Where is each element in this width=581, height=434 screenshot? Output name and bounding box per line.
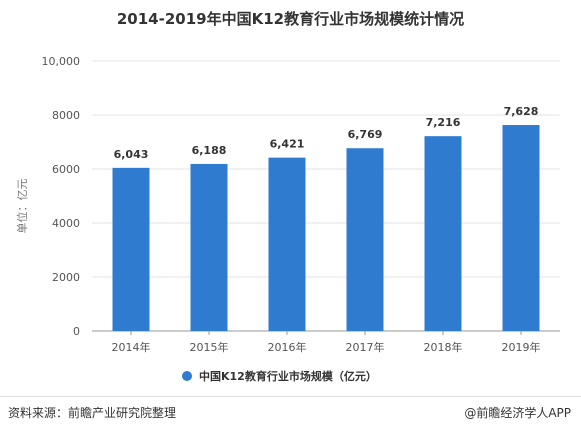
x-tick-label: 2016年	[268, 340, 307, 354]
chart-title: 2014-2019年中国K12教育行业市场规模统计情况	[116, 10, 465, 28]
y-tick-label: 2000	[52, 271, 80, 284]
y-tick-label: 6000	[52, 163, 80, 176]
data-labels: 6,043 6,188 6,421 6,769 7,216 7,628	[114, 105, 539, 161]
footer-divider	[0, 396, 581, 397]
x-tick-label: 2017年	[346, 340, 385, 354]
y-tick-label: 8000	[52, 109, 80, 122]
footer-credit: @前瞻经济学人APP	[464, 406, 571, 420]
x-tick-label: 2014年	[112, 340, 151, 354]
axes: 0 2000 4000 6000 8000 10,000 单位：亿元 2014年 2015年 20…	[15, 55, 560, 354]
bars	[112, 125, 540, 331]
bar	[346, 148, 384, 331]
bar	[190, 163, 228, 331]
data-label: 7,628	[504, 105, 539, 118]
legend: 中国K12教育行业市场规模（亿元）	[182, 369, 377, 383]
gridlines	[92, 60, 560, 278]
data-label: 7,216	[426, 116, 461, 129]
data-label: 6,421	[270, 138, 305, 151]
footer-source: 资料来源：前瞻产业研究院整理	[8, 406, 177, 420]
bar	[268, 157, 306, 331]
y-tick-label: 4000	[52, 217, 80, 230]
y-tick-label: 10,000	[42, 55, 81, 68]
data-label: 6,043	[114, 148, 149, 161]
bar	[424, 136, 462, 331]
y-axis-label: 单位：亿元	[15, 179, 29, 234]
y-tick-label: 0	[73, 325, 80, 338]
x-tick-label: 2018年	[424, 340, 463, 354]
data-label: 6,769	[348, 128, 383, 141]
legend-marker	[182, 371, 192, 381]
bar	[112, 167, 150, 331]
x-tick-label: 2019年	[502, 340, 541, 354]
data-label: 6,188	[192, 144, 227, 157]
bar	[502, 125, 540, 331]
legend-label: 中国K12教育行业市场规模（亿元）	[199, 369, 377, 383]
x-tick-label: 2015年	[190, 340, 229, 354]
